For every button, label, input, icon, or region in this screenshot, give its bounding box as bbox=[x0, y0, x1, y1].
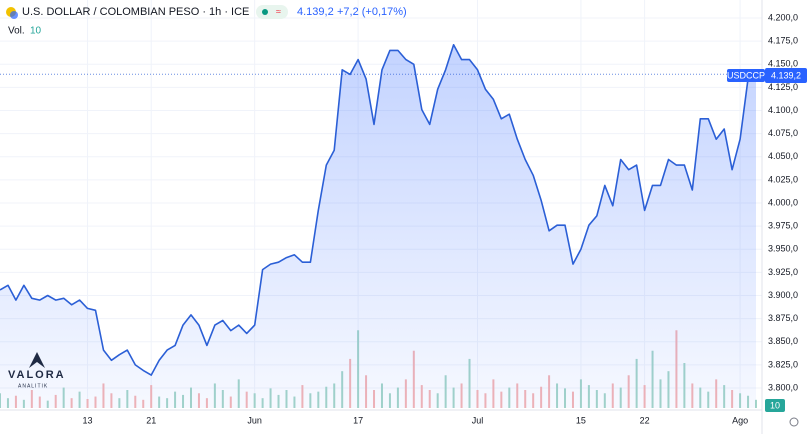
settings-icon[interactable] bbox=[789, 417, 799, 427]
y-tick-label: 3.925,0 bbox=[768, 267, 798, 277]
last-price: 4.139,2 bbox=[297, 6, 334, 18]
x-tick-label: 17 bbox=[353, 415, 363, 425]
volume-title: Vol. bbox=[8, 26, 25, 37]
volume-tag bbox=[765, 399, 785, 412]
symbol-tag-label: USDCCP bbox=[727, 70, 765, 80]
x-tick-label: 15 bbox=[576, 415, 586, 425]
y-tick-label: 4.100,0 bbox=[768, 105, 798, 115]
watermark: VALORA bbox=[8, 369, 66, 381]
x-tick-label: Jul bbox=[472, 415, 484, 425]
x-tick-label: 13 bbox=[83, 415, 93, 425]
status-icon: ≈ bbox=[276, 6, 281, 16]
volume-last: 10 bbox=[30, 26, 42, 37]
y-tick-label: 4.200,0 bbox=[768, 12, 798, 22]
logo-icon bbox=[29, 352, 45, 368]
y-tick-label: 4.000,0 bbox=[768, 197, 798, 207]
price-tag bbox=[765, 68, 807, 83]
x-tick-label: 21 bbox=[146, 415, 156, 425]
price-tag-label: 4.139,2 bbox=[771, 70, 801, 80]
x-tick-label: 22 bbox=[640, 415, 650, 425]
flag-icon bbox=[10, 11, 18, 19]
y-tick-label: 4.175,0 bbox=[768, 36, 798, 46]
y-tick-label: 4.025,0 bbox=[768, 174, 798, 184]
y-tick-label: 3.950,0 bbox=[768, 244, 798, 254]
status-pill bbox=[256, 5, 288, 19]
x-tick-label: Jun bbox=[247, 415, 262, 425]
y-tick-label: 4.150,0 bbox=[768, 59, 798, 69]
y-tick-label: 3.850,0 bbox=[768, 336, 798, 346]
x-tick-label: Ago bbox=[732, 415, 748, 425]
symbol-tag bbox=[727, 69, 765, 82]
y-tick-label: 4.050,0 bbox=[768, 151, 798, 161]
y-tick-label: 4.125,0 bbox=[768, 82, 798, 92]
price-line bbox=[0, 44, 757, 376]
y-tick-label: 3.900,0 bbox=[768, 290, 798, 300]
y-tick-label: 3.825,0 bbox=[768, 359, 798, 369]
chart-title: U.S. DOLLAR / COLOMBIAN PESO · 1h · ICE bbox=[22, 6, 249, 18]
change: +7,2 (+0,17%) bbox=[337, 6, 407, 18]
y-tick-label: 3.875,0 bbox=[768, 313, 798, 323]
y-tick-label: 3.975,0 bbox=[768, 221, 798, 231]
y-tick-label: 3.800,0 bbox=[768, 382, 798, 392]
area-fill bbox=[0, 44, 756, 409]
y-tick-label: 4.075,0 bbox=[768, 128, 798, 138]
plot bbox=[0, 44, 762, 409]
status-dot bbox=[262, 9, 268, 15]
watermark: ANALITIK bbox=[18, 383, 48, 389]
volume-tag-label: 10 bbox=[770, 400, 780, 410]
